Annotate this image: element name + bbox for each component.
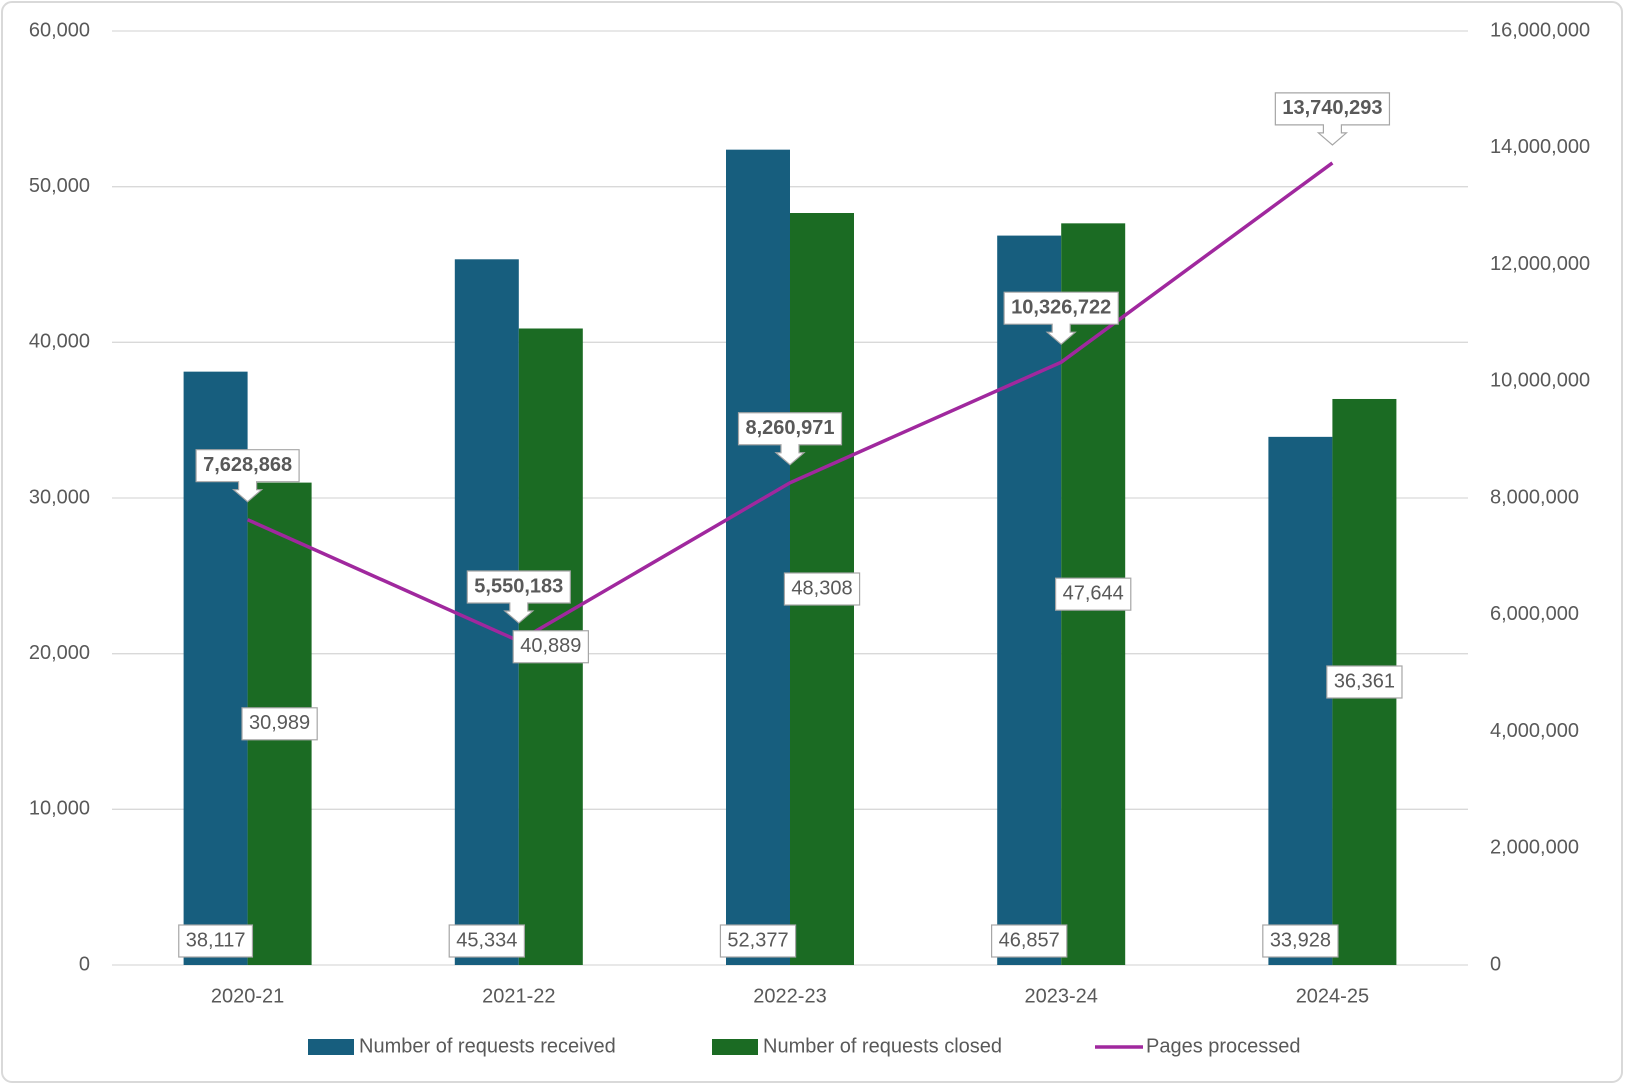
data-label: 8,260,971 [746, 417, 835, 439]
y-tick-label: 10,000 [29, 798, 90, 820]
bar [726, 149, 790, 966]
bar [997, 235, 1062, 965]
line [246, 161, 1334, 643]
label-box [448, 924, 525, 958]
y-tick-label: 50,000 [29, 175, 90, 197]
data-label: 38,117 [186, 929, 246, 951]
y2-tick-label: 16,000,000 [1490, 19, 1590, 41]
x-tick-label: 2022-23 [753, 985, 826, 1007]
y2-tick-label: 10,000,000 [1490, 370, 1590, 392]
label-box [1326, 665, 1403, 699]
x-tick-label: 2021-22 [482, 985, 555, 1007]
y2-tick-label: 4,000,000 [1490, 720, 1579, 742]
data-label: 10,326,722 [1011, 296, 1111, 318]
label-callout [737, 412, 843, 466]
legend-label: Number of requests received [359, 1035, 616, 1057]
label-box [783, 572, 861, 606]
label-callout [466, 570, 571, 624]
y-tick-label: 60,000 [29, 19, 90, 41]
y-tick-label: 40,000 [29, 331, 90, 353]
data-label: 36,361 [1334, 670, 1395, 692]
y2-tick-label: 14,000,000 [1490, 136, 1590, 158]
legend-swatch [308, 1039, 354, 1055]
label-box [1262, 924, 1339, 958]
label-box [512, 630, 589, 664]
y2-tick-label: 6,000,000 [1490, 603, 1579, 625]
label-box [991, 924, 1068, 958]
y2-tick-label: 2,000,000 [1490, 837, 1579, 859]
label-box [241, 707, 318, 741]
label-box [178, 924, 254, 958]
data-label: 47,644 [1063, 582, 1124, 604]
data-label: 45,334 [456, 929, 517, 951]
legend-label: Number of requests closed [763, 1035, 1002, 1057]
label-callout [1274, 92, 1391, 146]
data-label: 30,989 [249, 712, 310, 734]
label-callout [1003, 291, 1119, 345]
legend-swatch [712, 1039, 758, 1055]
x-tick-label: 2020-21 [211, 985, 284, 1007]
y-tick-label: 0 [79, 953, 90, 975]
bar [1268, 436, 1333, 965]
y-tick-label: 30,000 [29, 486, 90, 508]
data-label: 52,377 [727, 929, 788, 951]
y2-tick-label: 8,000,000 [1490, 486, 1579, 508]
label-callout [195, 449, 300, 503]
data-label: 7,628,868 [203, 454, 292, 476]
y-tick-label: 20,000 [29, 642, 90, 664]
data-label: 40,889 [520, 635, 581, 657]
data-label: 46,857 [999, 929, 1060, 951]
data-label: 5,550,183 [474, 575, 563, 597]
data-label: 33,928 [1270, 929, 1331, 951]
x-tick-label: 2023-24 [1024, 985, 1097, 1007]
data-label: 48,308 [791, 577, 852, 599]
label-box [1055, 577, 1132, 611]
y2-tick-label: 0 [1490, 953, 1501, 975]
legend-label: Pages processed [1146, 1035, 1301, 1057]
data-label: 13,740,293 [1282, 97, 1382, 119]
x-tick-label: 2024-25 [1296, 985, 1369, 1007]
label-box [719, 924, 797, 958]
y2-tick-label: 12,000,000 [1490, 253, 1590, 275]
